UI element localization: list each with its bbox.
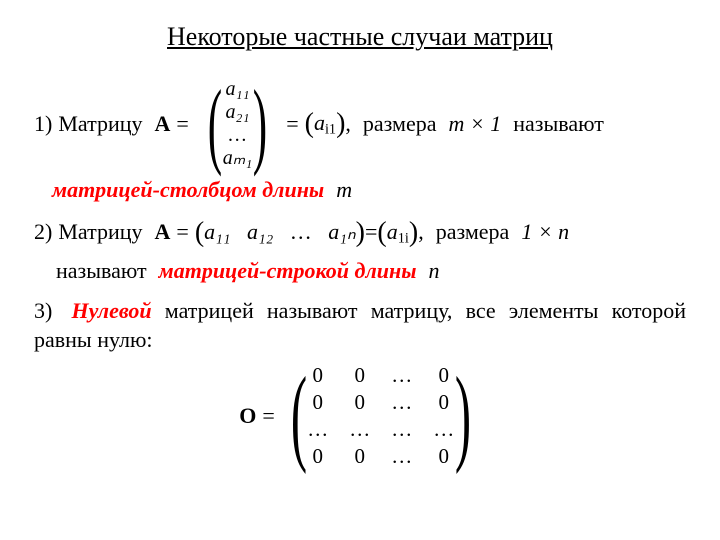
rparen: ) — [336, 106, 345, 142]
zcell: … — [391, 390, 413, 415]
term-zero: Нулевой — [72, 298, 152, 323]
zcell: … — [391, 417, 413, 442]
zcell: 0 — [307, 363, 329, 388]
comma-1: , — [345, 110, 351, 139]
matrix-A-2: A — [155, 218, 171, 247]
column-matrix: ( a₁₁ a₂₁ … aₘ₁ ) — [199, 78, 276, 170]
call-1: называют — [513, 110, 604, 139]
item-2-line-2: называют матрицей-строкой длины n — [34, 257, 686, 286]
matrix-O: O — [239, 403, 256, 429]
item-3-number: 3) — [34, 298, 52, 323]
item-3-text: 3) Нулевой матрицей называют матрицу, вс… — [34, 296, 686, 355]
col-el: aₘ₁ — [223, 147, 252, 170]
zcell: 0 — [307, 390, 329, 415]
term-column-matrix: матрицей-столбцом длины — [52, 176, 324, 205]
lparen: ( — [305, 106, 314, 142]
zero-rparen: ) — [455, 374, 471, 458]
item-2-number: 2) — [34, 218, 52, 247]
zero-grid: 00…0 00…0 ………… 00…0 — [307, 363, 455, 469]
matrix-A-1: A — [155, 110, 171, 139]
rparen2: ) — [409, 215, 418, 251]
short-a-1: ai1 — [314, 109, 336, 139]
var-m: m — [336, 176, 352, 205]
zcell: … — [433, 417, 455, 442]
item-1-line-1: 1) Матрицу A = ( a₁₁ a₂₁ … aₘ₁ ) = (ai1)… — [34, 78, 686, 170]
col-el: a₁₁ — [226, 78, 250, 101]
row-el: a₁₂ — [247, 218, 273, 247]
page-title: Некоторые частные случаи матриц — [34, 22, 686, 52]
eq-2a: = — [176, 218, 188, 247]
item-1-lead: Матрицу — [58, 110, 142, 139]
size-1: m × 1 — [449, 110, 502, 139]
zcell: … — [307, 417, 329, 442]
eq-1b: = — [286, 110, 298, 139]
size-word-2: размера — [436, 218, 510, 247]
zcell: … — [349, 417, 371, 442]
eq-2b: = — [365, 218, 377, 247]
size-2: 1 × n — [521, 218, 569, 247]
call-2: называют — [56, 257, 147, 286]
zcell: … — [391, 444, 413, 469]
slide: Некоторые частные случаи матриц 1) Матри… — [0, 0, 720, 469]
zcell: … — [391, 363, 413, 388]
row-rparen: ) — [356, 215, 365, 251]
eq-1a: = — [176, 110, 188, 139]
comma-2: , — [418, 218, 424, 247]
item-1-line-2: матрицей-столбцом длины m — [34, 176, 686, 205]
zcell: 0 — [433, 363, 455, 388]
short-a-2: a1i — [387, 218, 409, 248]
eq-3: = — [262, 403, 274, 429]
item-1-number: 1) — [34, 110, 52, 139]
zcell: 0 — [433, 390, 455, 415]
lparen2: ( — [377, 215, 386, 251]
size-word-1: размера — [363, 110, 437, 139]
zcell: 0 — [349, 363, 371, 388]
col-el: a₂₁ — [226, 101, 250, 124]
zcell: 0 — [307, 444, 329, 469]
row-el: … — [290, 218, 312, 247]
item-2-lead: Матрицу — [58, 218, 142, 247]
zero-lparen: ( — [291, 374, 307, 458]
item-2-line-1: 2) Матрицу A = ( a₁₁ a₁₂ … a₁ₙ ) = (a1i)… — [34, 215, 686, 251]
row-lparen: ( — [195, 215, 204, 251]
zero-matrix-equation: O = ( 00…0 00…0 ………… 00…0 ) — [34, 363, 686, 469]
var-n: n — [428, 257, 439, 286]
col-el: … — [229, 124, 247, 147]
row-el: a₁₁ — [204, 218, 230, 247]
zcell: 0 — [349, 444, 371, 469]
term-row-matrix: матрицей-строкой длины — [159, 257, 417, 286]
zcell: 0 — [433, 444, 455, 469]
row-el: a₁ₙ — [328, 218, 355, 247]
zcell: 0 — [349, 390, 371, 415]
